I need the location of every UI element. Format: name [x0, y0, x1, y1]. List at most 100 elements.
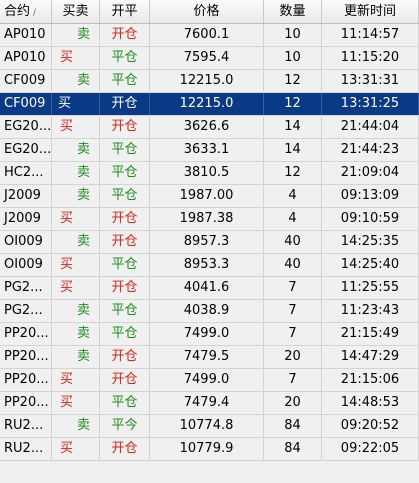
offset-cell: 开仓	[100, 231, 150, 253]
direction-cell: 买	[52, 116, 100, 138]
qty-cell: 40	[264, 231, 322, 253]
column-header-price[interactable]: 价格	[150, 0, 264, 23]
direction-cell: 卖	[52, 323, 100, 345]
contract-cell: PP20...	[0, 369, 52, 391]
table-row[interactable]: PP20... 卖开仓 7479.5 20 14:47:29	[0, 346, 419, 369]
offset-cell: 开仓	[100, 116, 150, 138]
offset-cell: 平今	[100, 415, 150, 437]
qty-cell: 40	[264, 254, 322, 276]
table-row[interactable]: CF009 买开仓 12215.0 12 13:31:25	[0, 93, 419, 116]
table-row[interactable]: RU2... 买开仓 10779.9 84 09:22:05	[0, 438, 419, 461]
qty-cell: 20	[264, 346, 322, 368]
direction-cell: 买	[52, 47, 100, 69]
column-header-time[interactable]: 更新时间	[322, 0, 419, 23]
offset-cell: 开仓	[100, 369, 150, 391]
column-header-direction[interactable]: 买卖	[52, 0, 100, 23]
direction-cell: 卖	[52, 24, 100, 46]
table-row[interactable]: AP010 卖开仓 7600.1 10 11:14:57	[0, 24, 419, 47]
price-cell: 8957.3	[150, 231, 264, 253]
price-cell: 1987.00	[150, 185, 264, 207]
direction-cell: 卖	[52, 185, 100, 207]
table-row[interactable]: PP20... 买平仓 7479.4 20 14:48:53	[0, 392, 419, 415]
qty-cell: 84	[264, 415, 322, 437]
time-cell: 09:22:05	[322, 438, 419, 460]
table-row[interactable]: CF009 卖平仓 12215.0 12 13:31:31	[0, 70, 419, 93]
table-row[interactable]: PP20... 卖平仓 7499.0 7 21:15:49	[0, 323, 419, 346]
table-row[interactable]: J2009 卖平仓 1987.00 4 09:13:09	[0, 185, 419, 208]
qty-cell: 7	[264, 277, 322, 299]
price-cell: 4041.6	[150, 277, 264, 299]
table-row[interactable]: EG20... 买开仓 3626.6 14 21:44:04	[0, 116, 419, 139]
offset-cell: 平仓	[100, 70, 150, 92]
direction-cell: 卖	[52, 300, 100, 322]
direction-cell: 买	[52, 392, 100, 414]
price-cell: 1987.38	[150, 208, 264, 230]
price-cell: 7499.0	[150, 369, 264, 391]
contract-cell: RU2...	[0, 415, 52, 437]
table-row[interactable]: AP010 买平仓 7595.4 10 11:15:20	[0, 47, 419, 70]
offset-cell: 平仓	[100, 300, 150, 322]
sort-indicator-icon: /	[33, 8, 37, 18]
column-header-contract[interactable]: 合约 /	[0, 0, 52, 23]
qty-cell: 4	[264, 185, 322, 207]
price-cell: 7600.1	[150, 24, 264, 46]
column-header-qty[interactable]: 数量	[264, 0, 322, 23]
table-row[interactable]: PG2... 买开仓 4041.6 7 11:25:55	[0, 277, 419, 300]
direction-cell: 卖	[52, 346, 100, 368]
table-row[interactable]: RU2... 卖平今 10774.8 84 09:20:52	[0, 415, 419, 438]
contract-cell: OI009	[0, 231, 52, 253]
qty-cell: 14	[264, 139, 322, 161]
time-cell: 14:25:40	[322, 254, 419, 276]
offset-cell: 平仓	[100, 139, 150, 161]
price-cell: 8953.3	[150, 254, 264, 276]
price-cell: 10779.9	[150, 438, 264, 460]
price-cell: 3810.5	[150, 162, 264, 184]
qty-cell: 10	[264, 24, 322, 46]
offset-cell: 平仓	[100, 392, 150, 414]
qty-cell: 14	[264, 116, 322, 138]
time-cell: 14:25:35	[322, 231, 419, 253]
contract-cell: EG20...	[0, 139, 52, 161]
direction-cell: 卖	[52, 415, 100, 437]
qty-cell: 7	[264, 369, 322, 391]
offset-cell: 平仓	[100, 162, 150, 184]
contract-cell: CF009	[0, 70, 52, 92]
time-cell: 09:13:09	[322, 185, 419, 207]
qty-cell: 20	[264, 392, 322, 414]
offset-cell: 开仓	[100, 93, 150, 115]
table-row[interactable]: OI009 买平仓 8953.3 40 14:25:40	[0, 254, 419, 277]
qty-cell: 12	[264, 162, 322, 184]
offset-cell: 开仓	[100, 346, 150, 368]
price-cell: 7479.5	[150, 346, 264, 368]
time-cell: 09:10:59	[322, 208, 419, 230]
table-row[interactable]: HC2... 卖平仓 3810.5 12 21:09:04	[0, 162, 419, 185]
column-header-offset[interactable]: 开平	[100, 0, 150, 23]
contract-cell: PG2...	[0, 300, 52, 322]
time-cell: 21:44:04	[322, 116, 419, 138]
offset-cell: 开仓	[100, 438, 150, 460]
time-cell: 21:15:49	[322, 323, 419, 345]
direction-cell: 买	[52, 369, 100, 391]
price-cell: 7479.4	[150, 392, 264, 414]
time-cell: 11:15:20	[322, 47, 419, 69]
contract-cell: CF009	[0, 93, 52, 115]
time-cell: 11:14:57	[322, 24, 419, 46]
table-row[interactable]: OI009 卖开仓 8957.3 40 14:25:35	[0, 231, 419, 254]
contract-cell: HC2...	[0, 162, 52, 184]
contract-cell: PG2...	[0, 277, 52, 299]
price-cell: 3626.6	[150, 116, 264, 138]
table-row[interactable]: EG20... 卖平仓 3633.1 14 21:44:23	[0, 139, 419, 162]
time-cell: 13:31:31	[322, 70, 419, 92]
time-cell: 11:23:43	[322, 300, 419, 322]
qty-cell: 12	[264, 70, 322, 92]
offset-cell: 平仓	[100, 323, 150, 345]
price-cell: 7499.0	[150, 323, 264, 345]
table-row[interactable]: PP20... 买开仓 7499.0 7 21:15:06	[0, 369, 419, 392]
column-header-contract-label: 合约	[4, 4, 31, 19]
qty-cell: 12	[264, 93, 322, 115]
table-row[interactable]: PG2... 卖平仓 4038.9 7 11:23:43	[0, 300, 419, 323]
table-row[interactable]: J2009 买开仓 1987.38 4 09:10:59	[0, 208, 419, 231]
time-cell: 14:48:53	[322, 392, 419, 414]
contract-cell: RU2...	[0, 438, 52, 460]
price-cell: 12215.0	[150, 70, 264, 92]
